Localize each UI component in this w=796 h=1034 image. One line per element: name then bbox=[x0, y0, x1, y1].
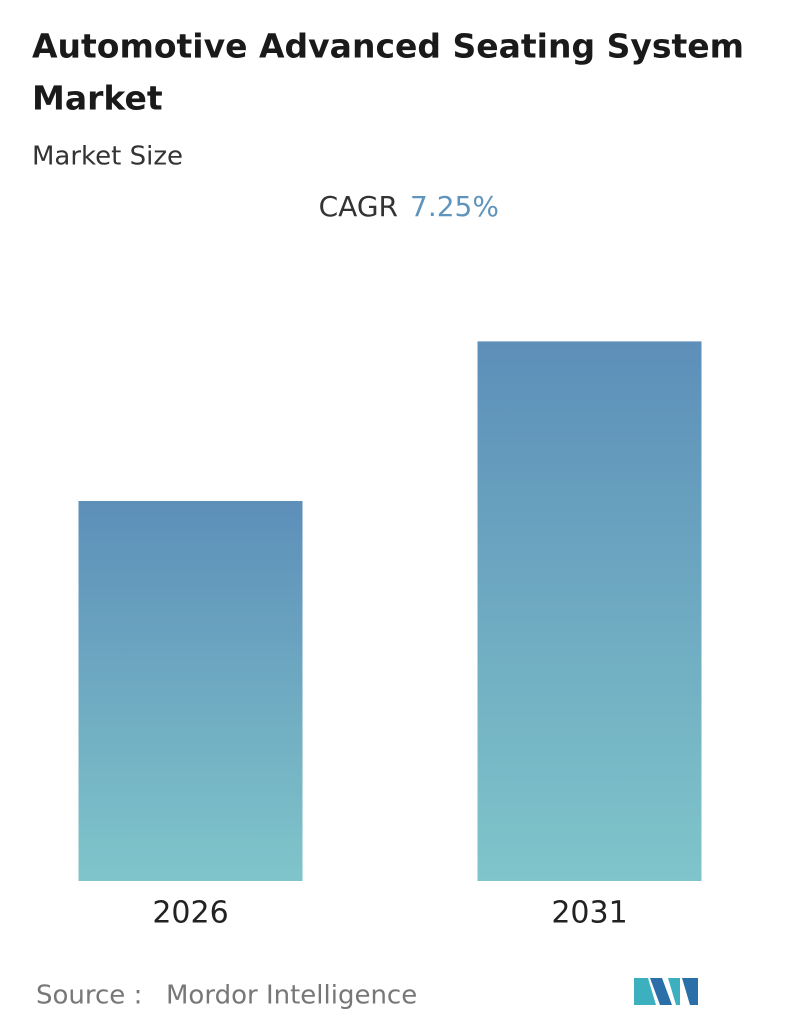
logo bbox=[634, 978, 698, 1005]
source-label: Source : bbox=[36, 981, 142, 1011]
cagr-label: CAGR bbox=[319, 190, 398, 223]
x-tick-label: 2026 bbox=[152, 896, 228, 931]
bar bbox=[78, 501, 303, 881]
cagr-value: 7.25% bbox=[410, 190, 499, 223]
chart-title-line-2: Market bbox=[32, 79, 163, 118]
source-name: Mordor Intelligence bbox=[166, 981, 417, 1011]
bar bbox=[477, 341, 702, 881]
chart-subtitle: Market Size bbox=[32, 142, 183, 172]
chart-title-line-1: Automotive Advanced Seating System bbox=[32, 27, 744, 66]
x-tick-label: 2031 bbox=[551, 896, 627, 931]
